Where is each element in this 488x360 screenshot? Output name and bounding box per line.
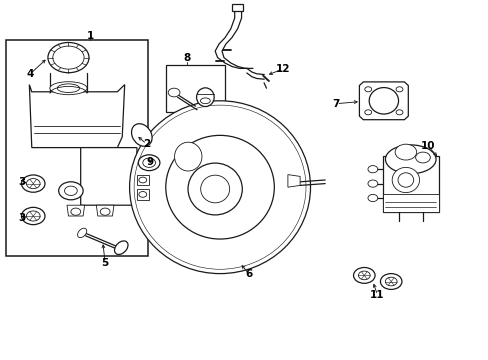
Text: 3: 3 <box>18 177 25 187</box>
Circle shape <box>358 271 369 280</box>
Ellipse shape <box>397 173 413 187</box>
Ellipse shape <box>114 241 128 255</box>
Polygon shape <box>81 148 137 205</box>
Ellipse shape <box>200 175 229 203</box>
Ellipse shape <box>165 135 274 239</box>
Text: 5: 5 <box>102 258 108 268</box>
Circle shape <box>380 274 401 289</box>
Circle shape <box>53 46 84 69</box>
Text: 6: 6 <box>245 269 252 279</box>
Circle shape <box>367 166 377 173</box>
Ellipse shape <box>200 98 210 104</box>
Circle shape <box>21 175 45 192</box>
Text: 2: 2 <box>143 139 150 149</box>
Circle shape <box>395 110 402 115</box>
Circle shape <box>364 87 371 92</box>
Polygon shape <box>382 156 438 211</box>
Ellipse shape <box>187 163 242 215</box>
Bar <box>6 40 147 256</box>
Text: 7: 7 <box>332 99 340 109</box>
Bar <box>232 4 243 11</box>
Circle shape <box>364 110 371 115</box>
Ellipse shape <box>50 82 87 95</box>
Polygon shape <box>67 205 84 216</box>
Ellipse shape <box>196 88 214 107</box>
Polygon shape <box>137 189 149 200</box>
Ellipse shape <box>131 124 152 146</box>
Polygon shape <box>359 82 407 120</box>
Polygon shape <box>287 175 300 187</box>
Bar <box>166 65 224 112</box>
Text: 4: 4 <box>26 69 34 79</box>
Circle shape <box>71 208 81 215</box>
Circle shape <box>139 192 146 197</box>
Text: 10: 10 <box>420 141 434 151</box>
Circle shape <box>48 42 89 73</box>
Text: 8: 8 <box>183 53 190 63</box>
Ellipse shape <box>78 228 86 238</box>
Polygon shape <box>96 205 114 216</box>
Circle shape <box>139 177 146 183</box>
Text: 3: 3 <box>18 213 25 223</box>
Ellipse shape <box>385 145 435 174</box>
Ellipse shape <box>134 105 305 269</box>
Bar <box>382 194 438 211</box>
Circle shape <box>353 267 374 283</box>
Ellipse shape <box>391 167 419 193</box>
Polygon shape <box>137 175 149 185</box>
Circle shape <box>138 155 160 171</box>
Circle shape <box>26 179 40 189</box>
Circle shape <box>385 277 396 286</box>
Circle shape <box>367 194 377 202</box>
Circle shape <box>64 186 77 195</box>
Circle shape <box>394 144 416 160</box>
Circle shape <box>100 208 110 215</box>
Circle shape <box>367 180 377 187</box>
Text: 1: 1 <box>87 31 94 41</box>
Circle shape <box>168 88 180 97</box>
Circle shape <box>415 152 429 163</box>
Circle shape <box>21 207 45 225</box>
Text: 12: 12 <box>275 64 289 74</box>
Ellipse shape <box>129 101 310 274</box>
Ellipse shape <box>174 142 202 171</box>
Ellipse shape <box>57 84 80 93</box>
Ellipse shape <box>368 87 398 114</box>
Polygon shape <box>29 85 124 148</box>
Text: 9: 9 <box>146 157 153 167</box>
Circle shape <box>26 211 40 221</box>
Text: 11: 11 <box>369 290 384 300</box>
Circle shape <box>395 87 402 92</box>
Circle shape <box>59 182 83 200</box>
Circle shape <box>142 158 155 167</box>
